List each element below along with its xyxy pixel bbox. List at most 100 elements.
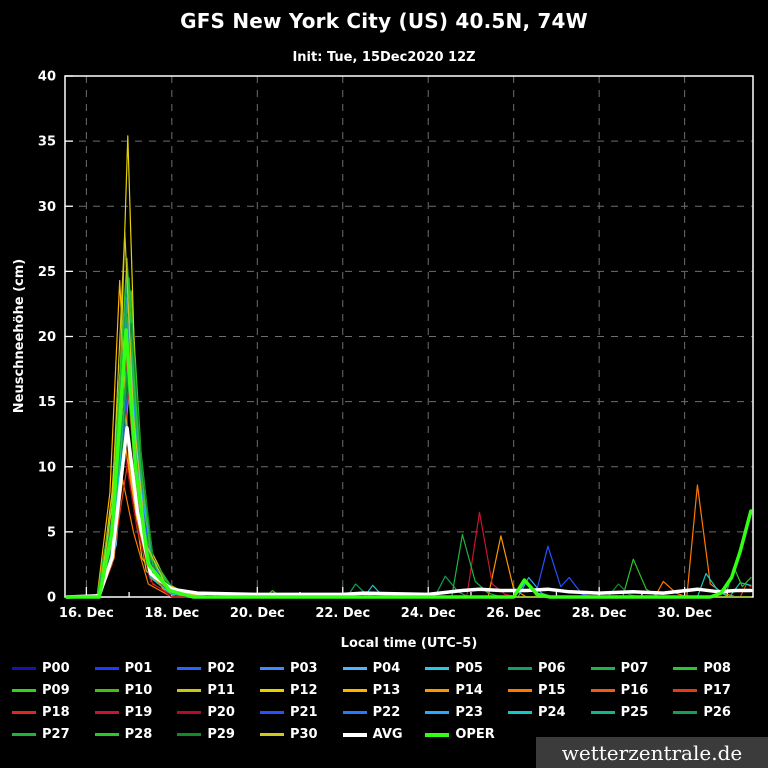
legend-label: P08: [703, 661, 731, 676]
legend-label: P09: [42, 683, 70, 698]
legend-label: P00: [42, 661, 70, 676]
x-axis-label: Local time (UTC–5): [340, 636, 478, 651]
x-tick-label: 30. Dec: [657, 606, 712, 621]
legend-swatch: [507, 689, 532, 692]
legend-swatch: [342, 689, 367, 692]
series-line-p18: [66, 348, 752, 598]
legend-swatch: [177, 711, 202, 714]
legend-label: P16: [620, 683, 649, 698]
legend-label: P15: [537, 683, 566, 698]
y-tick-label: 5: [47, 525, 56, 540]
legend-swatch: [590, 689, 615, 692]
x-tick-label: 20. Dec: [230, 606, 285, 621]
legend-swatch: [342, 667, 367, 670]
legend-swatch: [425, 689, 450, 692]
series-line-p20: [66, 453, 752, 598]
legend-swatch: [673, 689, 698, 692]
series-line-p01: [66, 309, 752, 598]
y-tick-label: 40: [38, 70, 56, 85]
x-tick-label: 22. Dec: [315, 606, 370, 621]
legend-item-oper: OPER: [425, 725, 508, 744]
legend-swatch: [673, 711, 698, 714]
legend-label: P23: [455, 705, 483, 720]
series-line-p13: [66, 279, 752, 598]
legend-swatch: [259, 667, 284, 670]
series-line-p00: [66, 361, 752, 598]
legend-item-p01: P01: [94, 659, 178, 678]
legend-label: P14: [455, 683, 483, 698]
legend-label: P02: [207, 661, 235, 676]
series-line-p08: [66, 264, 752, 598]
legend-item-p06: P06: [507, 659, 591, 678]
legend-item-p05: P05: [425, 659, 508, 678]
legend-swatch: [590, 711, 615, 714]
legend-label: AVG: [372, 727, 403, 742]
y-tick-label: 20: [38, 330, 56, 345]
legend-swatch: [94, 689, 119, 692]
legend-label: P17: [703, 683, 731, 698]
legend-item-p16: P16: [590, 681, 674, 700]
legend-item-p11: P11: [177, 681, 260, 700]
series-line-p07: [66, 322, 752, 598]
legend-item-p19: P19: [94, 703, 178, 722]
legend-label: P11: [207, 683, 235, 698]
legend-swatch: [12, 711, 36, 714]
legend-swatch: [94, 733, 119, 736]
legend-label: P01: [124, 661, 153, 676]
series-line-p22: [66, 316, 752, 598]
legend-label: P18: [42, 705, 70, 720]
legend-label: P26: [703, 705, 731, 720]
y-tick-label: 25: [38, 265, 56, 280]
legend-label: P06: [537, 661, 566, 676]
series-line-oper: [65, 328, 753, 599]
watermark-text: wetterzentrale.de: [561, 740, 743, 765]
legend-label: P24: [537, 705, 566, 720]
legend-item-p13: P13: [342, 681, 426, 700]
legend-item-p00: P00: [12, 659, 95, 678]
legend-label: P25: [620, 705, 649, 720]
legend-item-p20: P20: [177, 703, 260, 722]
legend-item-p10: P10: [94, 681, 178, 700]
series-line-p16: [66, 420, 752, 598]
series-line-avg: [65, 425, 753, 599]
x-tick-label: 24. Dec: [401, 606, 456, 621]
series-line-p14: [66, 440, 752, 598]
legend-item-p07: P07: [590, 659, 674, 678]
legend-label: P13: [372, 683, 401, 698]
watermark-bar: wetterzentrale.de: [536, 737, 768, 768]
legend-item-p29: P29: [177, 725, 260, 744]
y-tick-label: 30: [38, 200, 56, 215]
series-line-p23: [66, 355, 752, 598]
y-tick-label: 35: [38, 135, 56, 150]
legend-item-p21: P21: [259, 703, 343, 722]
legend-item-p24: P24: [507, 703, 591, 722]
legend-swatch: [12, 667, 36, 670]
legend: P00 P01 P02 P03 P04 P05 P06 P07 P08 P09 P10 P11 P12 P…: [12, 659, 756, 744]
legend-item-p09: P09: [12, 681, 95, 700]
legend-label: P29: [207, 727, 235, 742]
legend-swatch: [259, 711, 284, 714]
x-tick-label: 18. Dec: [144, 606, 199, 621]
legend-item-p08: P08: [673, 659, 756, 678]
legend-swatch: [94, 711, 119, 714]
series-line-p25: [66, 303, 752, 598]
legend-item-p26: P26: [673, 703, 756, 722]
legend-label: OPER: [455, 727, 495, 742]
legend-label: P10: [124, 683, 153, 698]
legend-label: P19: [124, 705, 153, 720]
series-line-p06: [66, 283, 752, 598]
y-tick-label: 0: [47, 591, 56, 606]
series-line-p03: [66, 296, 752, 598]
legend-item-p27: P27: [12, 725, 95, 744]
legend-swatch: [12, 689, 36, 692]
legend-swatch: [177, 689, 202, 692]
legend-item-p15: P15: [507, 681, 591, 700]
x-tick-label: 16. Dec: [59, 606, 114, 621]
legend-item-p23: P23: [425, 703, 508, 722]
series-line-p27: [66, 277, 752, 598]
series-line-p15: [66, 479, 752, 598]
legend-swatch: [507, 711, 532, 714]
series-line-p12: [66, 135, 752, 598]
legend-swatch: [94, 667, 119, 670]
series-line-p04: [66, 388, 752, 598]
